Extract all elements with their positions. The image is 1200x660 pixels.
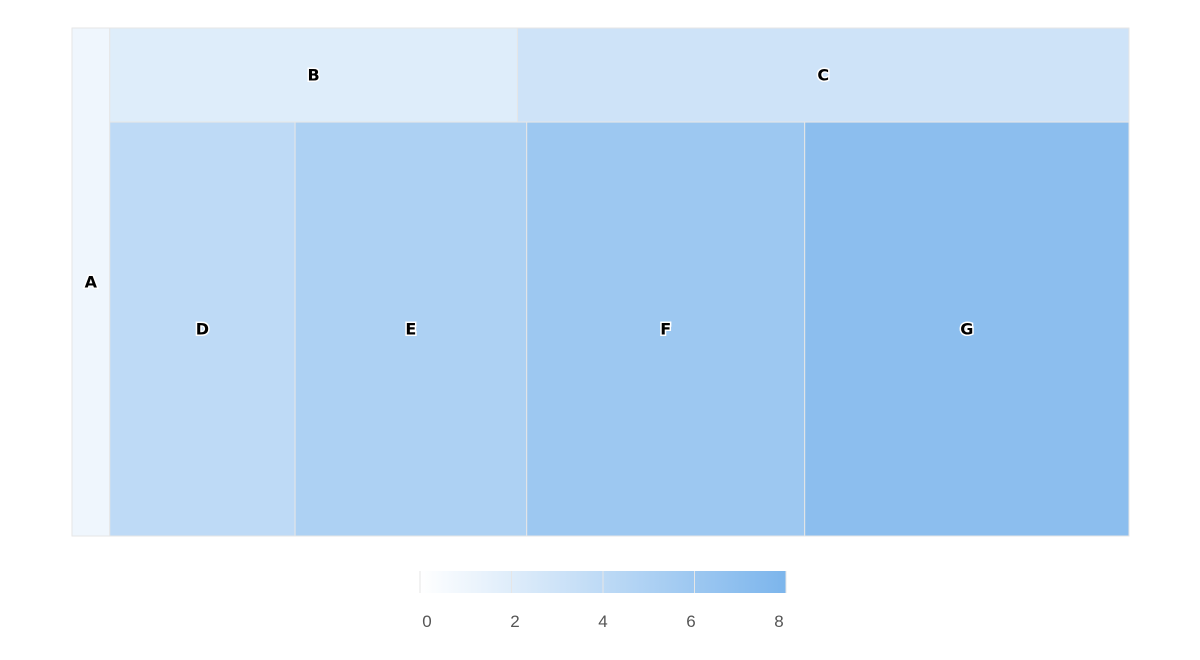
treemap-cell-f[interactable]	[526, 121, 806, 537]
treemap-cell-a[interactable]	[71, 27, 111, 537]
color-axis-tick-label: 4	[598, 612, 607, 631]
color-axis-tick-label: 8	[774, 612, 783, 631]
treemap-cell-label-f: F	[660, 320, 671, 339]
color-axis-tick-label: 2	[510, 612, 519, 631]
treemap-cell-label-a: A	[85, 273, 98, 292]
treemap-cell-label-g: G	[960, 320, 973, 339]
treemap-cell-g[interactable]	[804, 121, 1130, 537]
treemap-cell-c[interactable]	[516, 27, 1130, 123]
treemap-cell-label-e: E	[405, 320, 416, 339]
treemap-cell-b[interactable]	[109, 27, 518, 123]
treemap-cell-e[interactable]	[294, 121, 528, 537]
treemap-plot-area: A B C D E F G	[71, 27, 1130, 537]
color-axis-ticks: 0 2 4 6 8	[419, 571, 787, 631]
treemap-cell-label-c: C	[817, 66, 829, 85]
color-axis-tick-label: 0	[422, 612, 431, 631]
treemap-cell-label-b: B	[307, 66, 319, 85]
color-axis-legend: 0 2 4 6 8	[419, 571, 787, 631]
treemap-cell-label-d: D	[196, 320, 209, 339]
color-axis-tick-label: 6	[686, 612, 695, 631]
treemap-cell-d[interactable]	[109, 121, 296, 537]
